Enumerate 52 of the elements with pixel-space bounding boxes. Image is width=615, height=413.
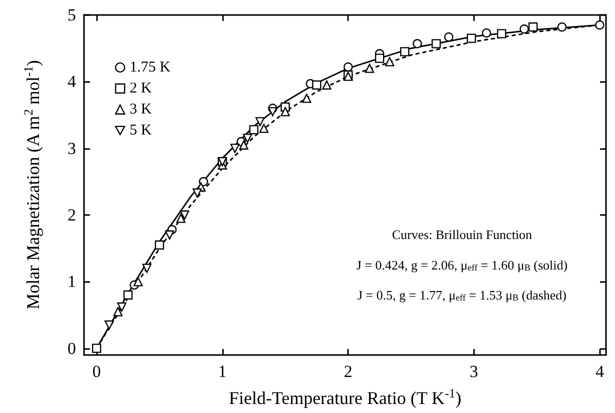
- point: [280, 107, 290, 116]
- point: [520, 24, 529, 34]
- point: [123, 290, 133, 300]
- legend-label: 3 K: [130, 102, 152, 118]
- x-tick-label: 2: [344, 362, 352, 381]
- point: [268, 107, 278, 116]
- point: [497, 29, 506, 38]
- annotation: J = 0.5, g = 1.77, μeff = 1.53 μB (dashed): [357, 288, 566, 303]
- legend-label: 1.75 K: [130, 60, 171, 76]
- point: [142, 264, 152, 273]
- x-tick-label: 1: [218, 362, 227, 381]
- point: [557, 22, 567, 32]
- point: [255, 117, 265, 126]
- point: [364, 64, 374, 73]
- x-tick-label: 4: [595, 362, 604, 381]
- point: [259, 124, 268, 133]
- point: [249, 125, 258, 134]
- point: [133, 277, 143, 286]
- point: [400, 47, 410, 56]
- point: [312, 80, 322, 90]
- point: [192, 188, 202, 198]
- y-tick-label: 0: [68, 338, 76, 358]
- point: [432, 39, 441, 48]
- point: [154, 240, 164, 250]
- point: [164, 230, 174, 240]
- point: [466, 34, 476, 43]
- point: [230, 144, 240, 153]
- point: [385, 57, 394, 66]
- point: [595, 20, 604, 30]
- point: [117, 302, 126, 312]
- y-tick-label: 3: [68, 138, 76, 158]
- y-tick-label: 4: [68, 72, 76, 92]
- point: [528, 22, 538, 32]
- point: [374, 54, 384, 63]
- y-tick-label: 5: [68, 6, 76, 24]
- point: [322, 80, 332, 90]
- annotation: Curves: Brillouin Function: [392, 227, 533, 242]
- point: [482, 28, 492, 38]
- point: [180, 210, 190, 220]
- point: [176, 214, 186, 223]
- point: [302, 94, 312, 103]
- x-tick-label: 3: [470, 362, 478, 381]
- y-axis-title: Molar Magnetization (A m2 mol-1): [22, 60, 43, 310]
- y-tick-label: 2: [68, 206, 76, 224]
- annotation: J = 0.424, g = 2.06, μeff = 1.60 μB (solid): [356, 258, 568, 273]
- point: [113, 307, 123, 316]
- point: [239, 140, 248, 150]
- point: [344, 62, 353, 72]
- legend-label: 2 K: [130, 80, 152, 96]
- legend-label: 5 K: [130, 122, 152, 138]
- y-tick-label: 1: [68, 272, 76, 292]
- x-tick-label: 0: [92, 362, 101, 381]
